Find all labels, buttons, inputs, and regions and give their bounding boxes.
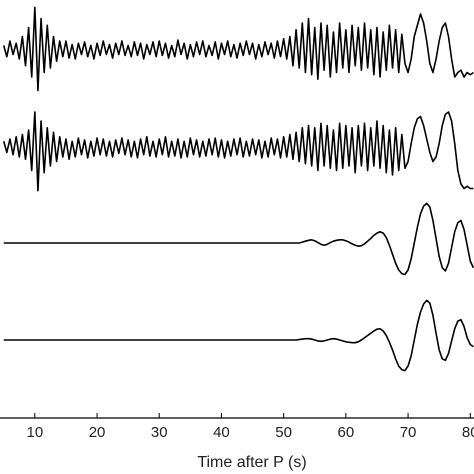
trace <box>2 6 474 92</box>
x-tick-label: 70 <box>400 424 417 441</box>
x-tick-label: 20 <box>89 424 106 441</box>
x-tick-label: 10 <box>26 424 43 441</box>
x-tick-label: 50 <box>275 424 292 441</box>
trace <box>3 299 474 372</box>
x-tick-label: 80 <box>462 424 474 441</box>
trace <box>3 202 474 276</box>
x-tick-label: 30 <box>151 424 168 441</box>
x-axis-title: Time after P (s) <box>197 454 306 471</box>
x-tick-label: 40 <box>213 424 230 441</box>
x-tick-label: 60 <box>338 424 355 441</box>
trace <box>2 111 474 192</box>
